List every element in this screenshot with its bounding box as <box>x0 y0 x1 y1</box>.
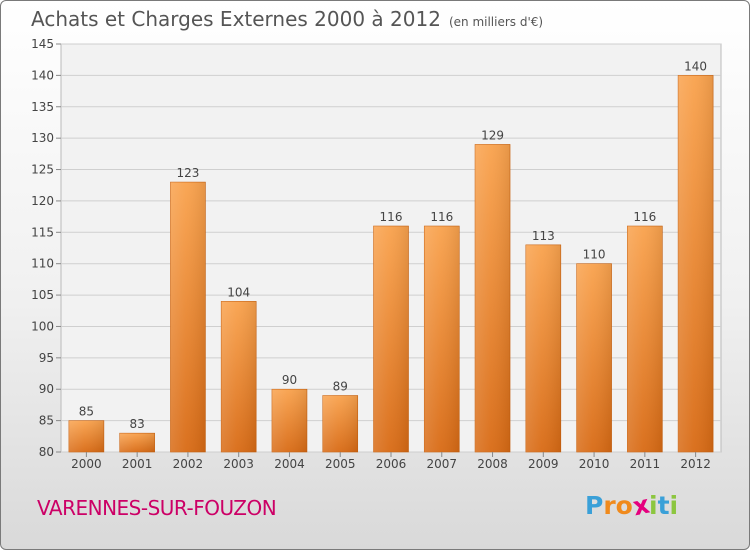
x-tick-label: 2002 <box>173 457 204 471</box>
logo-letter: t <box>657 491 670 520</box>
x-tick-label: 2012 <box>680 457 711 471</box>
data-label: 140 <box>684 59 707 73</box>
data-label: 90 <box>282 373 297 387</box>
town-name: VARENNES-SUR-FOUZON <box>37 496 277 520</box>
bar-shine <box>68 420 104 452</box>
y-tick-label: 130 <box>31 131 54 145</box>
y-tick-label: 135 <box>31 100 54 114</box>
chart-unit: (en milliers d'€) <box>448 15 544 29</box>
chart-title-block: Achats et Charges Externes 2000 à 2012 (e… <box>31 7 543 31</box>
bar-shine <box>525 244 561 452</box>
y-tick-label: 105 <box>31 288 54 302</box>
data-label: 116 <box>380 210 403 224</box>
data-label: 113 <box>532 229 555 243</box>
x-tick-label: 2010 <box>579 457 610 471</box>
y-tick-label: 110 <box>31 257 54 271</box>
x-tick-label: 2008 <box>477 457 508 471</box>
data-label: 110 <box>583 248 606 262</box>
data-label: 104 <box>227 285 250 299</box>
y-tick-label: 125 <box>31 163 54 177</box>
y-tick-label: 120 <box>31 194 54 208</box>
y-tick-label: 140 <box>31 68 54 82</box>
bar-shine <box>678 75 714 452</box>
y-tick-label: 115 <box>31 225 54 239</box>
data-label: 123 <box>176 166 199 180</box>
bar-shine <box>170 182 206 453</box>
bar-shine <box>627 226 663 452</box>
y-tick-label: 100 <box>31 319 54 333</box>
bar-shine <box>322 395 358 452</box>
bar-shine <box>119 433 155 452</box>
data-label: 129 <box>481 128 504 142</box>
logo-letter: i <box>649 491 658 520</box>
logo-letter: o <box>615 491 633 520</box>
x-tick-label: 2006 <box>376 457 407 471</box>
x-tick-label: 2004 <box>274 457 305 471</box>
logo-letter: i <box>669 491 679 520</box>
chart-title: Achats et Charges Externes 2000 à 2012 <box>31 7 441 31</box>
bars <box>68 75 714 453</box>
x-tick-label: 2007 <box>426 457 457 471</box>
data-labels: 85 83 123 104 90 89 116 116 129 113 110 116 140 <box>79 59 707 431</box>
x-tick-label: 2005 <box>325 457 356 471</box>
bar-shine <box>424 226 460 452</box>
data-label: 116 <box>633 210 656 224</box>
bar-shine <box>475 144 511 452</box>
bar-shine <box>576 263 612 452</box>
x-tick-label: 2000 <box>71 457 102 471</box>
x-tick-label: 2003 <box>223 457 254 471</box>
proxiti-logo: Proxiti <box>585 490 679 522</box>
y-tick-label: 90 <box>39 382 54 396</box>
data-label: 85 <box>79 405 94 419</box>
logo-letter: r <box>603 491 616 520</box>
y-tick-label: 85 <box>39 414 54 428</box>
y-axis: 80 85 90 95 100 105 110 115 120 125 130 135 140 145 <box>31 37 61 459</box>
logo-letter: P <box>585 491 604 520</box>
data-label: 83 <box>130 417 145 431</box>
y-tick-label: 145 <box>31 37 54 51</box>
data-label: 116 <box>430 210 453 224</box>
bar-shine <box>221 301 257 452</box>
data-label: 89 <box>333 380 348 394</box>
y-tick-label: 95 <box>39 351 54 365</box>
bar-shine <box>271 389 307 452</box>
y-tick-label: 80 <box>39 445 54 459</box>
x-tick-label: 2009 <box>528 457 559 471</box>
x-axis: 2000 2001 2002 2003 2004 2005 2006 2007 2008 2009… <box>71 452 711 471</box>
bar-shine <box>373 226 409 452</box>
x-tick-label: 2011 <box>630 457 661 471</box>
x-tick-label: 2001 <box>122 457 153 471</box>
